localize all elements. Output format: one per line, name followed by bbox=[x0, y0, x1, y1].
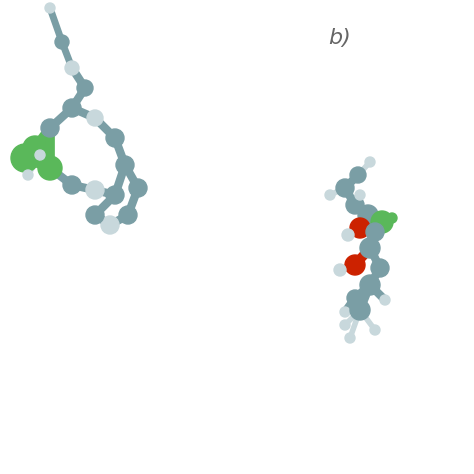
Circle shape bbox=[371, 211, 393, 233]
Circle shape bbox=[360, 238, 380, 258]
Circle shape bbox=[63, 99, 81, 117]
Circle shape bbox=[325, 190, 335, 200]
Circle shape bbox=[86, 181, 104, 199]
Circle shape bbox=[11, 144, 39, 172]
Circle shape bbox=[347, 290, 363, 306]
Circle shape bbox=[336, 179, 354, 197]
Circle shape bbox=[350, 218, 370, 238]
Circle shape bbox=[65, 61, 79, 75]
Circle shape bbox=[45, 3, 55, 13]
Circle shape bbox=[116, 156, 134, 174]
Circle shape bbox=[355, 190, 365, 200]
Circle shape bbox=[345, 255, 365, 275]
Circle shape bbox=[365, 157, 375, 167]
Circle shape bbox=[86, 206, 104, 224]
Circle shape bbox=[119, 206, 137, 224]
Circle shape bbox=[371, 259, 389, 277]
Circle shape bbox=[55, 35, 69, 49]
Circle shape bbox=[38, 156, 62, 180]
Circle shape bbox=[41, 119, 59, 137]
Circle shape bbox=[106, 129, 124, 147]
Circle shape bbox=[346, 196, 364, 214]
Text: b): b) bbox=[328, 28, 351, 48]
Circle shape bbox=[366, 223, 384, 241]
Circle shape bbox=[334, 264, 346, 276]
Circle shape bbox=[370, 325, 380, 335]
Circle shape bbox=[340, 307, 350, 317]
Circle shape bbox=[358, 205, 378, 225]
Circle shape bbox=[101, 216, 119, 234]
Circle shape bbox=[350, 167, 366, 183]
Circle shape bbox=[87, 110, 103, 126]
Circle shape bbox=[35, 150, 45, 160]
Circle shape bbox=[342, 229, 354, 241]
Circle shape bbox=[23, 170, 33, 180]
Circle shape bbox=[345, 333, 355, 343]
Circle shape bbox=[129, 179, 147, 197]
Circle shape bbox=[380, 295, 390, 305]
Circle shape bbox=[360, 275, 380, 295]
Circle shape bbox=[23, 136, 47, 160]
Circle shape bbox=[387, 213, 397, 223]
Circle shape bbox=[63, 176, 81, 194]
Circle shape bbox=[350, 300, 370, 320]
Circle shape bbox=[106, 186, 124, 204]
Circle shape bbox=[77, 80, 93, 96]
Circle shape bbox=[340, 320, 350, 330]
